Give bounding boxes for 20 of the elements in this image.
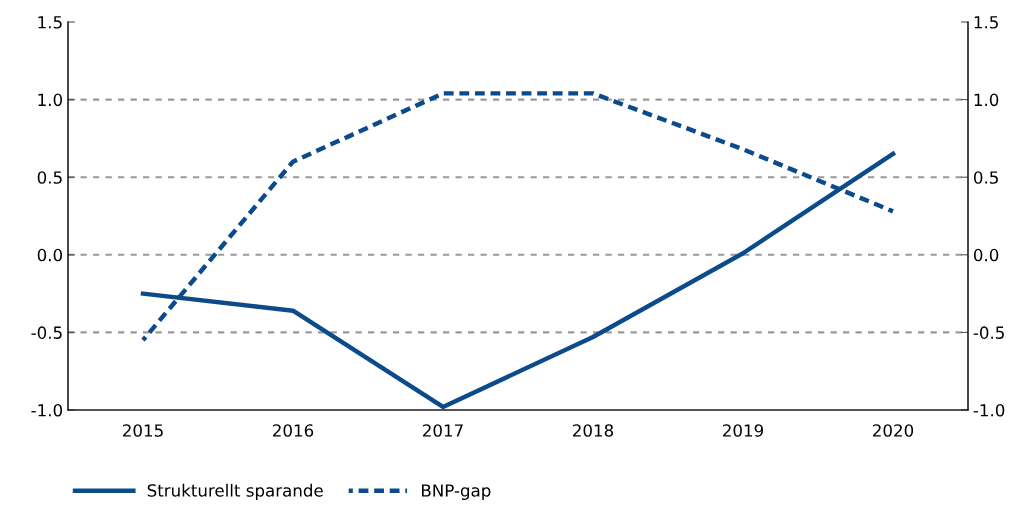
y-tick-label: 1.0 (38, 93, 63, 107)
y-tick-label: -1.0 (31, 403, 63, 417)
y-tick-label: -0.5 (31, 326, 62, 339)
x-tick-label: 2020 (873, 424, 914, 437)
y-tick-label: 0.0 (37, 248, 63, 262)
legend-label: BNP-gap (422, 484, 491, 500)
y-tick-label: 1.5 (38, 16, 62, 29)
x-tick-label: 2016 (273, 424, 314, 437)
y2-tick-label: -1.0 (973, 403, 1005, 417)
x-tick-label: 2019 (723, 424, 764, 437)
y2-tick-label: 1.0 (974, 93, 999, 107)
y-tick-label: 0.5 (37, 171, 62, 184)
x-tick-label: 2018 (573, 424, 614, 437)
y2-tick-label: 0.0 (973, 248, 999, 262)
x-tick-label: 2017 (423, 424, 463, 437)
legend-label: Strukturellt sparande (147, 483, 323, 500)
x-tick-label: 2015 (123, 424, 163, 437)
y2-tick-label: 0.5 (973, 171, 998, 184)
y2-tick-label: -0.5 (973, 326, 1004, 339)
y2-tick-label: 1.5 (974, 16, 998, 29)
